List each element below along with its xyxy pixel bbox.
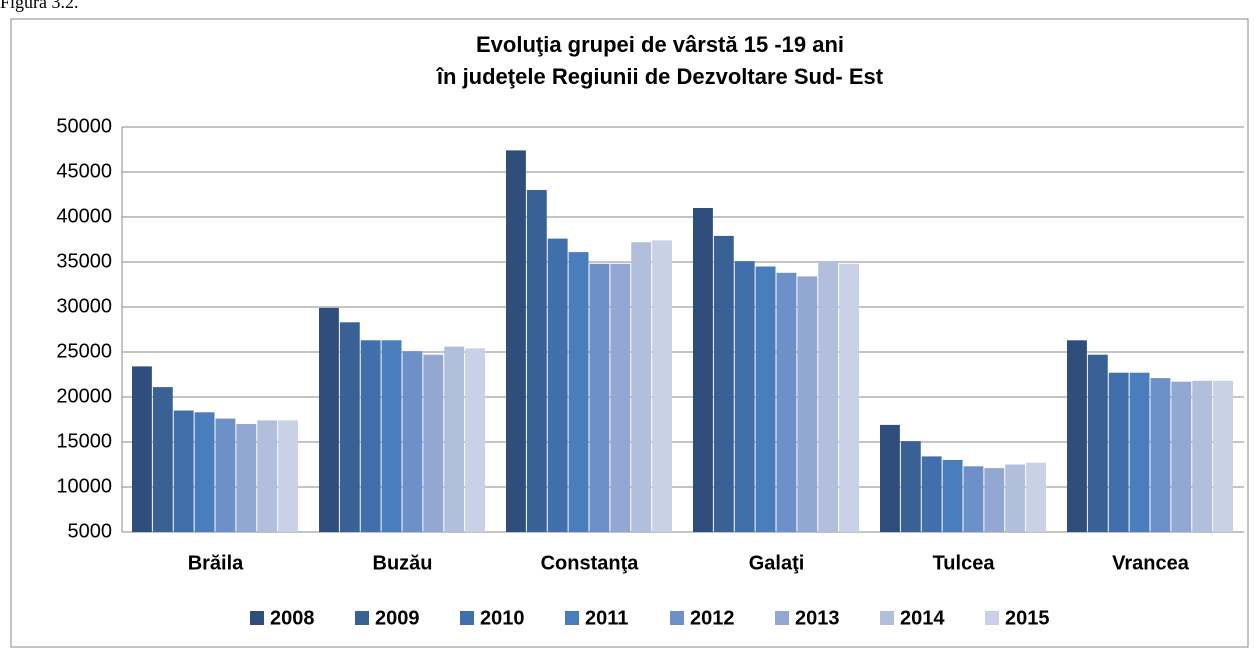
x-tick-label: Buzău <box>373 552 433 574</box>
bar <box>1026 462 1046 532</box>
bar <box>652 240 672 532</box>
y-tick-label: 45000 <box>56 160 112 182</box>
y-tick-label: 30000 <box>56 295 112 317</box>
bar <box>1087 354 1108 532</box>
legend-label: 2009 <box>375 607 420 629</box>
legend-swatch <box>985 611 999 625</box>
y-tick-label: 35000 <box>56 250 112 272</box>
bar <box>402 351 423 532</box>
x-tick-label: Galaţi <box>749 552 805 574</box>
bar <box>713 235 734 532</box>
bar <box>755 266 776 532</box>
legend-swatch <box>460 611 474 625</box>
legend-label: 2010 <box>480 607 525 629</box>
y-tick-label: 20000 <box>56 385 112 407</box>
bar <box>610 263 631 532</box>
bar <box>1192 380 1213 532</box>
bar <box>1150 378 1171 532</box>
bar <box>942 460 963 532</box>
bar <box>984 468 1005 532</box>
y-tick-label: 15000 <box>56 430 112 452</box>
bar <box>506 150 526 532</box>
chart-title: Evoluţia grupei de vârstă 15 -19 ani <box>476 32 844 57</box>
bar <box>631 242 652 532</box>
y-tick-label: 40000 <box>56 205 112 227</box>
bar <box>526 190 547 532</box>
bar <box>1171 381 1192 532</box>
x-tick-label: Vrancea <box>1112 552 1190 574</box>
bar <box>547 238 568 532</box>
bar <box>776 272 797 532</box>
legend-swatch <box>775 611 789 625</box>
bar <box>1108 372 1129 532</box>
bar <box>339 322 360 532</box>
bar <box>1005 464 1026 532</box>
caption: Figura 3.2. <box>0 0 79 12</box>
bar <box>173 410 194 532</box>
bar <box>319 307 339 532</box>
bar <box>734 261 755 532</box>
legend-swatch <box>670 611 684 625</box>
legend-label: 2013 <box>795 607 840 629</box>
legend-label: 2012 <box>690 607 735 629</box>
bar <box>589 263 610 532</box>
legend-swatch <box>880 611 894 625</box>
bar <box>568 252 589 532</box>
legend-label: 2014 <box>900 607 945 629</box>
bar <box>900 441 921 532</box>
legend-swatch <box>355 611 369 625</box>
bar <box>1129 372 1150 532</box>
x-tick-label: Tulcea <box>933 552 996 574</box>
bar <box>963 466 984 532</box>
legend-swatch <box>565 611 579 625</box>
bar <box>278 420 298 532</box>
legend-swatch <box>250 611 264 625</box>
y-tick-label: 10000 <box>56 475 112 497</box>
bar <box>423 354 444 532</box>
chart-subtitle: în judeţele Regiunii de Dezvoltare Sud- … <box>436 64 884 89</box>
bar <box>1067 340 1087 532</box>
bar <box>921 456 942 532</box>
legend-label: 2011 <box>585 607 628 629</box>
bar <box>257 420 278 532</box>
bar <box>465 348 485 532</box>
bar <box>444 346 465 532</box>
bar <box>1213 380 1233 532</box>
bar <box>132 366 152 532</box>
bar <box>215 418 236 532</box>
y-tick-label: 5000 <box>68 520 113 542</box>
bar <box>360 340 381 532</box>
bar <box>693 208 713 532</box>
bar <box>236 424 257 532</box>
bar <box>880 424 900 532</box>
legend-label: 2008 <box>270 607 315 629</box>
x-tick-label: Constanţa <box>541 552 640 574</box>
bar <box>194 412 215 532</box>
x-tick-label: Brăila <box>188 552 244 574</box>
bar <box>797 276 818 532</box>
y-tick-label: 50000 <box>56 115 112 137</box>
legend-label: 2015 <box>1005 607 1050 629</box>
bar <box>152 387 173 532</box>
bar <box>839 263 859 532</box>
y-tick-label: 25000 <box>56 340 112 362</box>
bar <box>818 261 839 532</box>
bar <box>381 340 402 532</box>
